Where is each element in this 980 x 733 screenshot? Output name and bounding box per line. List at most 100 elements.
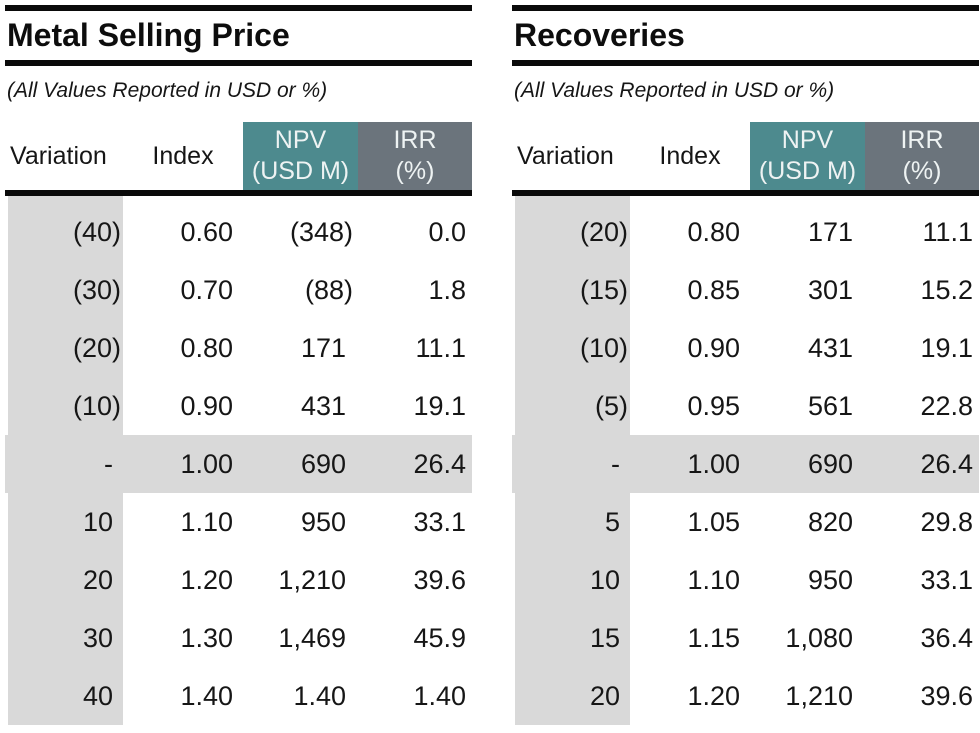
cell-variation: 20 <box>82 564 113 595</box>
cell-irr: 33.1 <box>413 506 466 537</box>
cell-irr: 33.1 <box>920 564 973 595</box>
header-variation: Variation <box>10 141 107 170</box>
cell-variation: (15) <box>579 274 628 305</box>
table-row: (15) 0.85 301 15.2 <box>512 261 979 319</box>
cell-index: 1.00 <box>687 448 740 479</box>
cell-index: 1.20 <box>180 564 233 595</box>
cell-variation: (10) <box>72 390 121 421</box>
table-title: Metal Selling Price <box>7 17 290 53</box>
cell-index: 0.90 <box>180 390 233 421</box>
header-rule <box>5 190 472 196</box>
cell-irr: 22.8 <box>920 390 973 421</box>
cell-npv: 820 <box>807 506 853 537</box>
header-irr-line2: (%) <box>395 157 435 185</box>
table-row: 10 1.10 950 33.1 <box>512 551 979 609</box>
cell-npv: (348) <box>289 216 353 247</box>
cell-npv: 950 <box>300 506 346 537</box>
header-irr-line1: IRR <box>393 126 437 154</box>
table-row: 30 1.30 1,469 45.9 <box>5 609 472 667</box>
cell-index: 0.95 <box>687 390 740 421</box>
table-row: 15 1.15 1,080 36.4 <box>512 609 979 667</box>
cell-index: 1.30 <box>180 622 233 653</box>
top-rule <box>512 5 979 11</box>
cell-irr: 19.1 <box>413 390 466 421</box>
cell-npv: 1,210 <box>278 564 346 595</box>
cell-variation: 20 <box>589 680 620 711</box>
header-npv: NPV (USD M) <box>750 122 865 190</box>
header-rule <box>512 190 979 196</box>
table-row: (10) 0.90 431 19.1 <box>512 319 979 377</box>
table-metal-selling-price: Metal Selling Price (All Values Reported… <box>5 5 472 725</box>
cell-npv: 1.40 <box>293 680 346 711</box>
header-npv-line1: NPV <box>781 126 834 154</box>
cell-index: 0.90 <box>687 332 740 363</box>
header-index: Index <box>659 141 721 170</box>
table-subtitle: (All Values Reported in USD or %) <box>514 79 835 102</box>
table-subtitle: (All Values Reported in USD or %) <box>7 79 328 102</box>
cell-npv: 1,210 <box>785 680 853 711</box>
table-title: Recoveries <box>514 17 685 53</box>
cell-npv: 690 <box>807 448 853 479</box>
table-row: - 1.00 690 26.4 <box>5 435 472 493</box>
cell-variation: 10 <box>589 564 620 595</box>
table-header-row: Variation Index NPV (USD M) IRR (%) <box>5 122 472 190</box>
cell-npv: 1,469 <box>278 622 346 653</box>
table-row: (20) 0.80 171 11.1 <box>512 203 979 261</box>
title-rule <box>512 60 979 66</box>
table-row: 5 1.05 820 29.8 <box>512 493 979 551</box>
header-index: Index <box>152 141 214 170</box>
header-irr: IRR (%) <box>358 122 472 190</box>
cell-variation: - <box>104 448 113 479</box>
header-irr: IRR (%) <box>865 122 979 190</box>
table-row: 20 1.20 1,210 39.6 <box>512 667 979 725</box>
cell-npv: (88) <box>304 274 353 305</box>
table-row: (5) 0.95 561 22.8 <box>512 377 979 435</box>
header-variation: Variation <box>517 141 614 170</box>
cell-index: 1.10 <box>180 506 233 537</box>
table-recoveries: Recoveries (All Values Reported in USD o… <box>512 5 979 725</box>
table-body: (20) 0.80 171 11.1 (15) 0.85 301 15.2 (1… <box>512 196 979 725</box>
cell-index: 0.60 <box>180 216 233 247</box>
cell-npv: 1,080 <box>785 622 853 653</box>
cell-index: 1.10 <box>687 564 740 595</box>
cell-irr: 29.8 <box>920 506 973 537</box>
cell-npv: 950 <box>807 564 853 595</box>
cell-irr: 39.6 <box>413 564 466 595</box>
top-rule <box>5 5 472 11</box>
cell-irr: 39.6 <box>920 680 973 711</box>
cell-index: 0.85 <box>687 274 740 305</box>
cell-irr: 1.40 <box>413 680 466 711</box>
cell-npv: 171 <box>300 332 346 363</box>
cell-variation: (5) <box>595 390 628 421</box>
title-rule <box>5 60 472 66</box>
cell-variation: (10) <box>579 332 628 363</box>
table-row: (20) 0.80 171 11.1 <box>5 319 472 377</box>
table-row: (30) 0.70 (88) 1.8 <box>5 261 472 319</box>
cell-index: 1.05 <box>687 506 740 537</box>
cell-npv: 561 <box>807 390 853 421</box>
cell-irr: 19.1 <box>920 332 973 363</box>
cell-npv: 431 <box>807 332 853 363</box>
header-npv-line2: (USD M) <box>251 157 350 185</box>
header-npv-line2: (USD M) <box>758 157 857 185</box>
cell-variation: (30) <box>72 274 121 305</box>
cell-npv: 690 <box>300 448 346 479</box>
cell-variation: 30 <box>82 622 113 653</box>
header-npv-line1: NPV <box>274 126 327 154</box>
cell-irr: 26.4 <box>920 448 973 479</box>
cell-variation: 15 <box>589 622 620 653</box>
cell-variation: (20) <box>72 332 121 363</box>
cell-variation: (20) <box>579 216 628 247</box>
cell-index: 0.80 <box>180 332 233 363</box>
cell-index: 1.40 <box>180 680 233 711</box>
cell-irr: 26.4 <box>413 448 466 479</box>
cell-irr: 1.8 <box>428 274 466 305</box>
cell-variation: (40) <box>72 216 121 247</box>
cell-variation: 5 <box>604 506 620 537</box>
header-npv: NPV (USD M) <box>243 122 358 190</box>
cell-index: 0.80 <box>687 216 740 247</box>
cell-index: 1.15 <box>687 622 740 653</box>
cell-irr: 15.2 <box>920 274 973 305</box>
cell-irr: 36.4 <box>920 622 973 653</box>
